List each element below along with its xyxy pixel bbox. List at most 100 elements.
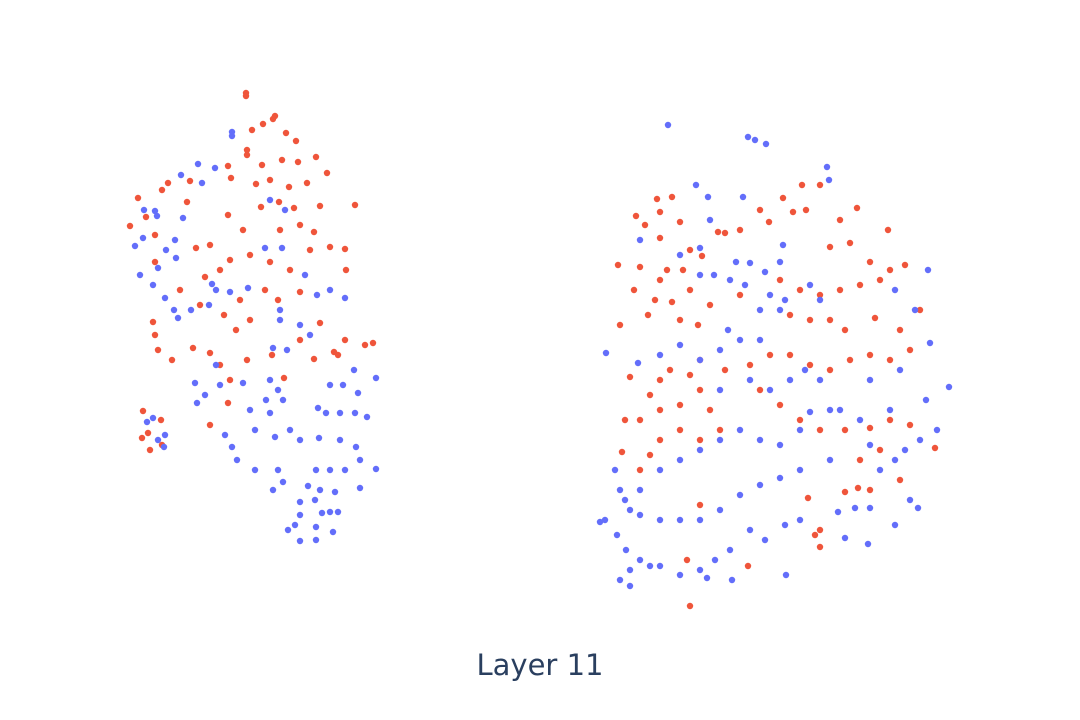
point xyxy=(170,306,178,314)
point xyxy=(205,301,213,309)
point xyxy=(924,266,932,274)
point xyxy=(851,504,859,512)
point xyxy=(282,129,290,137)
point xyxy=(676,516,684,524)
point xyxy=(914,504,922,512)
point xyxy=(226,288,234,296)
point xyxy=(656,208,664,216)
point xyxy=(656,562,664,570)
point xyxy=(151,207,159,215)
point xyxy=(766,351,774,359)
point xyxy=(636,236,644,244)
point xyxy=(212,286,220,294)
point xyxy=(656,516,664,524)
point xyxy=(614,261,622,269)
point xyxy=(151,331,159,339)
point xyxy=(246,251,254,259)
point xyxy=(303,179,311,187)
point xyxy=(896,476,904,484)
point xyxy=(656,436,664,444)
point xyxy=(816,426,824,434)
point xyxy=(164,179,172,187)
point xyxy=(716,426,724,434)
point xyxy=(846,356,854,364)
point xyxy=(786,376,794,384)
point xyxy=(710,271,718,279)
point xyxy=(326,381,334,389)
point xyxy=(906,496,914,504)
point xyxy=(676,316,684,324)
point xyxy=(864,540,872,548)
point xyxy=(703,574,711,582)
point xyxy=(168,356,176,364)
point xyxy=(776,276,784,284)
point xyxy=(201,391,209,399)
point xyxy=(151,231,159,239)
point xyxy=(906,421,914,429)
point xyxy=(216,266,224,274)
point xyxy=(318,509,326,517)
point xyxy=(789,208,797,216)
point xyxy=(646,451,654,459)
point xyxy=(826,406,834,414)
point xyxy=(323,169,331,177)
point xyxy=(149,414,157,422)
point xyxy=(310,355,318,363)
point xyxy=(826,366,834,374)
point xyxy=(266,409,274,417)
point xyxy=(161,294,169,302)
point xyxy=(866,424,874,432)
point xyxy=(274,296,282,304)
point xyxy=(716,386,724,394)
point xyxy=(746,376,754,384)
point xyxy=(160,443,168,451)
point xyxy=(251,466,259,474)
point xyxy=(329,528,337,536)
point xyxy=(162,246,170,254)
point xyxy=(653,195,661,203)
point xyxy=(621,416,629,424)
point xyxy=(854,484,862,492)
point xyxy=(201,273,209,281)
point xyxy=(656,234,664,242)
point xyxy=(761,536,769,544)
point xyxy=(189,344,197,352)
point xyxy=(746,259,754,267)
point xyxy=(339,381,347,389)
point xyxy=(686,286,694,294)
point xyxy=(224,211,232,219)
point xyxy=(668,298,676,306)
point xyxy=(779,241,787,249)
point xyxy=(269,115,277,123)
point xyxy=(149,281,157,289)
point xyxy=(922,396,930,404)
point xyxy=(144,429,152,437)
point xyxy=(266,258,274,266)
point xyxy=(716,436,724,444)
point xyxy=(286,266,294,274)
point xyxy=(248,126,256,134)
point xyxy=(296,221,304,229)
point xyxy=(802,206,810,214)
point xyxy=(226,376,234,384)
point xyxy=(310,228,318,236)
point xyxy=(826,456,834,464)
point xyxy=(274,386,282,394)
point xyxy=(841,534,849,542)
point xyxy=(721,366,729,374)
point xyxy=(736,491,744,499)
point xyxy=(296,537,304,545)
point xyxy=(296,321,304,329)
point xyxy=(694,321,702,329)
point xyxy=(611,466,619,474)
point xyxy=(896,326,904,334)
point xyxy=(154,436,162,444)
point xyxy=(736,426,744,434)
point xyxy=(836,286,844,294)
point xyxy=(354,389,362,397)
point xyxy=(621,496,629,504)
point xyxy=(196,301,204,309)
point xyxy=(274,466,282,474)
point xyxy=(311,496,319,504)
